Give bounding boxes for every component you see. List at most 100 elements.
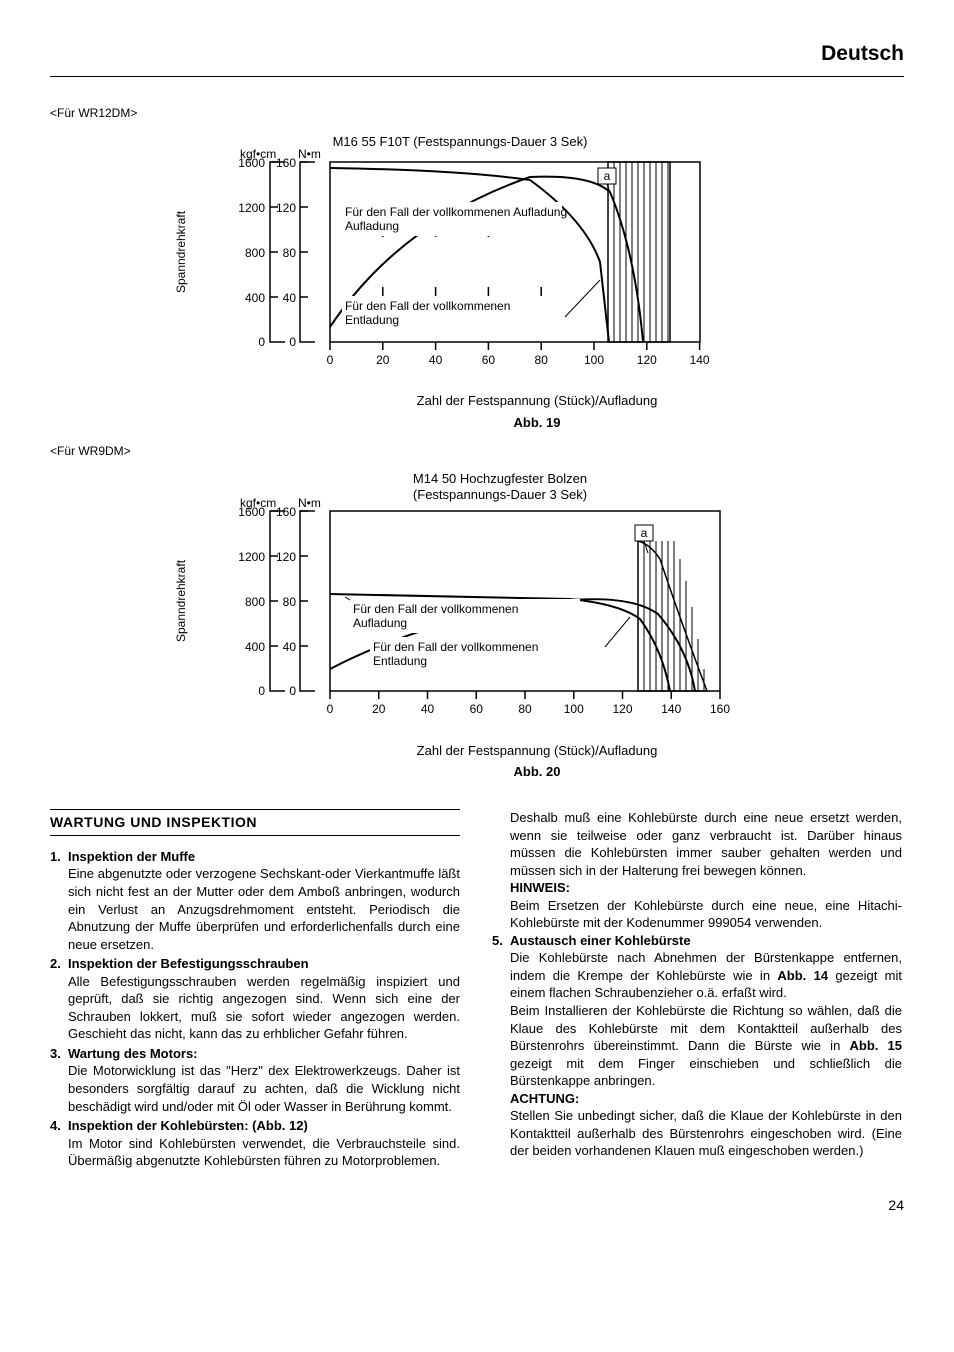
chart2-title1: M14 50 Hochzugfester Bolzen — [413, 471, 587, 486]
svg-text:Spanndrehkraft: Spanndrehkraft — [174, 210, 188, 293]
list-item: 3.Wartung des Motors: Die Motorwicklung i… — [50, 1045, 460, 1115]
wartung-list-col2: 5. Austausch einer Kohlebürste Die Kohle… — [492, 932, 902, 1160]
chart2-hatch — [638, 541, 707, 691]
left-column: WARTUNG UND INSPEKTION 1.Inspektion der … — [50, 809, 460, 1172]
item-num: 3. — [50, 1045, 68, 1115]
chart2-caption: Abb. 20 — [170, 763, 904, 781]
chart1-hatch — [608, 162, 670, 342]
svg-text:Spanndrehkraft: Spanndrehkraft — [174, 560, 188, 643]
svg-text:1200: 1200 — [238, 550, 265, 564]
item-num: 2. — [50, 955, 68, 1043]
svg-text:Für den Fall der vollkommenen: Für den Fall der vollkommenen — [373, 640, 538, 654]
page-header: Deutsch — [50, 40, 904, 77]
chart1-svg: M16 55 F10T (Festspannungs-Dauer 3 Sek) — [170, 132, 730, 382]
svg-text:0: 0 — [258, 684, 265, 698]
svg-text:20: 20 — [376, 353, 390, 367]
svg-text:0: 0 — [327, 702, 334, 716]
right-column: Deshalb muß eine Kohlebürste durch eine … — [492, 809, 902, 1172]
svg-text:80: 80 — [283, 595, 297, 609]
svg-text:800: 800 — [245, 246, 265, 260]
svg-text:0: 0 — [289, 684, 296, 698]
svg-text:Entladung: Entladung — [373, 654, 427, 668]
item-title: Inspektion der Kohlebürsten: (Abb. 12) — [68, 1118, 308, 1133]
svg-text:60: 60 — [482, 353, 496, 367]
item5-body1: Die Kohlebürste nach Abnehmen der Bürste… — [510, 950, 902, 1000]
list-item: 2.Inspektion der Befestigungsschrauben Al… — [50, 955, 460, 1043]
svg-text:120: 120 — [612, 702, 632, 716]
svg-text:0: 0 — [327, 353, 334, 367]
chart2-section-label: <Für WR9DM> — [50, 443, 904, 459]
wartung-section: WARTUNG UND INSPEKTION 1.Inspektion der … — [50, 809, 904, 1172]
list-item-5: 5. Austausch einer Kohlebürste Die Kohle… — [492, 932, 902, 1160]
svg-text:100: 100 — [564, 702, 584, 716]
svg-text:N•m: N•m — [298, 147, 321, 161]
list-item: 4.Inspektion der Kohlebürsten: (Abb. 12)… — [50, 1117, 460, 1170]
svg-text:140: 140 — [690, 353, 710, 367]
list-item: 1.Inspektion der Muffe Eine abgenutzte od… — [50, 848, 460, 953]
item-title: Inspektion der Muffe — [68, 849, 195, 864]
page-number: 24 — [50, 1196, 904, 1215]
svg-text:1200: 1200 — [238, 201, 265, 215]
item-title: Inspektion der Befestigungsschrauben — [68, 956, 309, 971]
svg-text:Aufladung: Aufladung — [353, 616, 407, 630]
svg-text:80: 80 — [283, 246, 297, 260]
svg-text:Aufladung: Aufladung — [345, 219, 399, 233]
col2-intro: Deshalb muß eine Kohlebürste durch eine … — [510, 809, 902, 879]
language-title: Deutsch — [50, 40, 904, 68]
svg-text:140: 140 — [661, 702, 681, 716]
svg-text:160: 160 — [276, 156, 296, 170]
chart1-anno: a — [598, 168, 616, 200]
svg-text:Für den Fall der vollkommenen: Für den Fall der vollkommenen Aufladung — [345, 205, 567, 219]
hinweis-text: Beim Ersetzen der Kohlebürste durch eine… — [510, 898, 902, 931]
svg-text:N•m: N•m — [298, 496, 321, 510]
svg-text:800: 800 — [245, 595, 265, 609]
svg-text:1600: 1600 — [238, 156, 265, 170]
wartung-heading: WARTUNG UND INSPEKTION — [50, 809, 460, 836]
svg-text:Entladung: Entladung — [345, 313, 399, 327]
item-num: 5. — [492, 932, 510, 1160]
svg-text:40: 40 — [421, 702, 435, 716]
item5-title: Austausch einer Kohlebürste — [510, 933, 691, 948]
svg-text:160: 160 — [710, 702, 730, 716]
chart1-caption: Abb. 19 — [170, 414, 904, 432]
chart1-title: M16 55 F10T (Festspannungs-Dauer 3 Sek) — [333, 134, 588, 149]
svg-text:0: 0 — [258, 335, 265, 349]
svg-text:Für den Fall der vollkommenen: Für den Fall der vollkommenen — [345, 299, 510, 313]
item-num: 1. — [50, 848, 68, 953]
svg-text:0: 0 — [289, 335, 296, 349]
chart2-block: M14 50 Hochzugfester Bolzen (Festspannun… — [170, 469, 904, 781]
svg-text:160: 160 — [276, 505, 296, 519]
svg-text:80: 80 — [535, 353, 549, 367]
svg-text:Für den Fall der vollkommenen: Für den Fall der vollkommenen — [353, 602, 518, 616]
svg-text:120: 120 — [637, 353, 657, 367]
svg-text:120: 120 — [276, 550, 296, 564]
chart2-xlabel: Zahl der Festspannung (Stück)/Aufladung — [170, 742, 904, 760]
chart2-svg: M14 50 Hochzugfester Bolzen (Festspannun… — [170, 469, 730, 731]
achtung-text: Stellen Sie unbedingt sicher, daß die Kl… — [510, 1108, 902, 1158]
svg-text:400: 400 — [245, 291, 265, 305]
svg-text:400: 400 — [245, 640, 265, 654]
svg-text:60: 60 — [470, 702, 484, 716]
hinweis-label: HINWEIS: — [510, 880, 570, 895]
svg-text:40: 40 — [429, 353, 443, 367]
chart1-section-label: <Für WR12DM> — [50, 105, 904, 121]
chart1-block: M16 55 F10T (Festspannungs-Dauer 3 Sek) — [170, 132, 904, 432]
col2-hinweis-block: HINWEIS: Beim Ersetzen der Kohlebürste d… — [510, 879, 902, 932]
svg-text:1600: 1600 — [238, 505, 265, 519]
item5-body2: Beim Installieren der Kohlebürste die Ri… — [510, 1003, 902, 1088]
item-body: Im Motor sind Kohlebürsten verwendet, di… — [68, 1136, 460, 1169]
svg-text:120: 120 — [276, 201, 296, 215]
header-rule — [50, 76, 904, 77]
svg-text:80: 80 — [518, 702, 532, 716]
item-title: Wartung des Motors: — [68, 1046, 198, 1061]
achtung-label: ACHTUNG: — [510, 1091, 579, 1106]
chart1-xlabel: Zahl der Festspannung (Stück)/Aufladung — [170, 392, 904, 410]
svg-text:a: a — [641, 526, 648, 540]
wartung-list-col1: 1.Inspektion der Muffe Eine abgenutzte od… — [50, 848, 460, 1170]
item-body: Eine abgenutzte oder verzogene Sechskant… — [68, 866, 460, 951]
item-body: Die Motorwicklung ist das "Herz" dex Ele… — [68, 1063, 460, 1113]
svg-text:a: a — [604, 169, 611, 183]
svg-text:40: 40 — [283, 291, 297, 305]
item-body: Alle Befestigungsschrauben werden regelm… — [68, 974, 460, 1042]
svg-text:20: 20 — [372, 702, 386, 716]
